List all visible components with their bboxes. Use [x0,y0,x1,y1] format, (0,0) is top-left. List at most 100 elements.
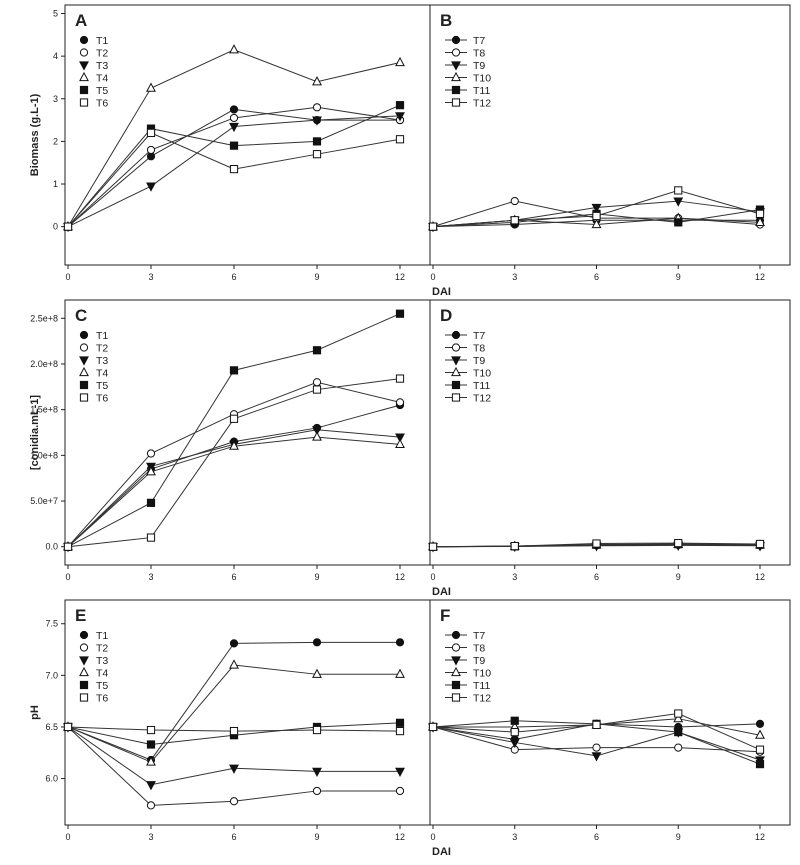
legend-label: T12 [473,98,491,110]
data-point [312,426,322,436]
x-tick-label: 9 [314,572,319,582]
legend-entry: T8 [445,48,485,60]
data-point [79,666,89,677]
data-point [79,61,89,71]
legend-entry: T1 [79,330,108,342]
data-point [79,330,89,340]
legend-label: T11 [473,85,490,97]
data-point [451,380,461,390]
legend-entry: T10 [445,366,491,380]
legend-label: T3 [96,355,108,367]
panel-label: D [440,306,452,325]
y-axis-label: pH [29,705,41,720]
y-tick-label: 6.0 [45,774,58,784]
data-point [312,725,322,735]
data-point [79,356,89,366]
series-t12 [428,186,765,231]
series-line [67,436,401,548]
x-tick-label: 6 [594,272,599,282]
legend-label: T5 [96,380,108,392]
legend-entry: T11 [445,380,490,392]
legend-label: T7 [473,630,485,642]
data-point [229,797,239,806]
x-tick-label: 3 [512,272,517,282]
legend-entry: T9 [445,355,485,367]
data-point [510,716,519,725]
data-point [674,538,683,548]
legend-label: T9 [473,60,485,72]
data-point [451,71,461,82]
data-point [451,356,461,366]
panel-label: A [75,11,87,30]
data-point [509,738,520,749]
legend-label: T1 [96,630,108,642]
data-point [79,85,89,95]
data-point [591,752,602,762]
series-t2 [63,378,405,551]
legend-label: T11 [473,680,490,692]
series-t4 [63,44,405,231]
data-point [591,203,602,214]
data-point [146,182,156,192]
panel-label: F [440,606,450,625]
legend-entry: T4 [79,71,108,85]
x-tick-label: 0 [430,572,435,582]
data-point [591,218,602,229]
data-point [312,378,322,387]
data-point [451,693,461,702]
data-point [79,693,89,702]
legend-entry: T6 [79,98,108,110]
data-point [428,722,438,732]
data-point [395,309,405,318]
legend-label: T1 [96,35,108,47]
x-tick-label: 6 [231,272,236,282]
panel-c: 0 3 6 9 12 0.0 5.0e+7 1.0e+8 1.5e+8 2.0e+8 2.5e+8 [… [29,299,451,598]
data-point [395,398,405,407]
data-point [451,680,461,690]
legend-entry: T4 [79,366,108,380]
plot-frame [429,4,791,266]
data-point [146,756,156,766]
data-point [229,44,239,54]
data-point [451,98,461,107]
data-point [146,145,156,155]
data-point [229,141,239,150]
data-point [395,668,405,678]
y-tick-label: 7.5 [45,619,58,629]
x-tick-label: 9 [676,572,681,582]
legend-label: T1 [96,330,108,342]
data-point [673,713,684,723]
panel-label: C [75,306,87,325]
data-point [395,786,405,796]
plot-frame [429,299,791,566]
x-tick-label: 0 [65,832,70,842]
data-point [229,726,239,736]
legend-label: T12 [473,693,491,705]
data-point [451,366,461,377]
data-point [674,709,683,718]
y-tick-label: 0.0 [45,542,58,552]
series-t1 [63,638,405,765]
series-line [67,664,400,763]
legend-entry: T2 [79,343,108,355]
data-point [395,718,405,727]
x-tick-label: 12 [755,832,765,842]
plot-frame [64,4,431,266]
legend-label: T3 [96,60,108,72]
x-tick-label: 12 [755,272,765,282]
series-line [67,49,401,227]
data-point [79,630,89,640]
legend-label: T8 [473,643,485,655]
data-point [79,35,89,45]
data-point [428,542,438,551]
x-tick-label: 6 [231,572,236,582]
data-point [229,105,239,114]
y-tick-label: 5 [53,9,58,19]
data-point [312,385,322,394]
